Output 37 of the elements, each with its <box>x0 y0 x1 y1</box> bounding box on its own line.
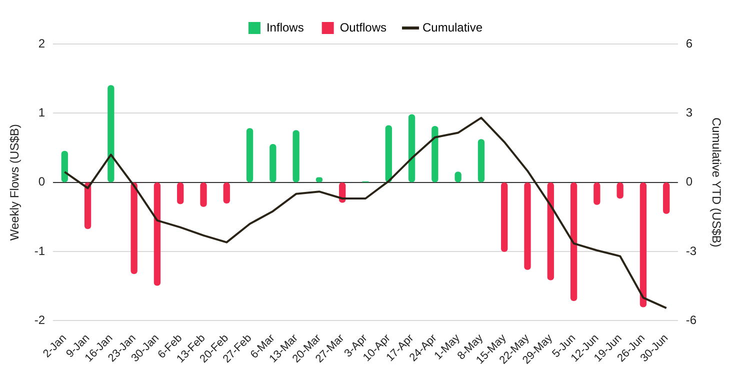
y-tick-label: 2 <box>38 36 46 50</box>
bar <box>385 125 392 182</box>
bar <box>223 182 230 204</box>
bar <box>663 182 670 214</box>
y-tick-label: 1 <box>38 105 46 120</box>
bar <box>84 182 92 230</box>
bar <box>61 150 68 182</box>
bar <box>270 144 276 182</box>
y-tick-label: -2 <box>34 313 46 328</box>
bar <box>640 182 647 308</box>
bar <box>547 182 554 280</box>
y2-tick-label: 0 <box>686 174 693 189</box>
bar <box>594 182 600 205</box>
bar <box>478 139 485 182</box>
y2-tick-label: 3 <box>686 105 693 120</box>
bar <box>154 182 161 286</box>
bar <box>108 85 114 182</box>
legend-label: Inflows <box>266 20 304 34</box>
y-tick-label: -1 <box>34 244 46 258</box>
legend-label: Outflows <box>340 20 387 34</box>
y-tick-label: 0 <box>38 174 46 189</box>
bar <box>292 130 300 182</box>
bar <box>570 182 578 301</box>
bar <box>177 182 184 204</box>
y2-tick-label: -6 <box>686 313 697 328</box>
bar <box>130 182 138 274</box>
legend-label: Cumulative <box>422 20 483 34</box>
bar <box>408 114 416 182</box>
bar <box>501 182 508 252</box>
bar <box>432 126 438 182</box>
y2-axis-title: Cumulative YTD (US$B) <box>709 117 724 248</box>
bar <box>524 182 531 270</box>
bar <box>200 182 207 207</box>
y2-tick-label: 6 <box>686 36 693 50</box>
y-axis-title: Weekly Flows (US$B) <box>8 124 22 241</box>
y2-tick-label: -3 <box>686 244 697 258</box>
bar <box>246 128 254 182</box>
